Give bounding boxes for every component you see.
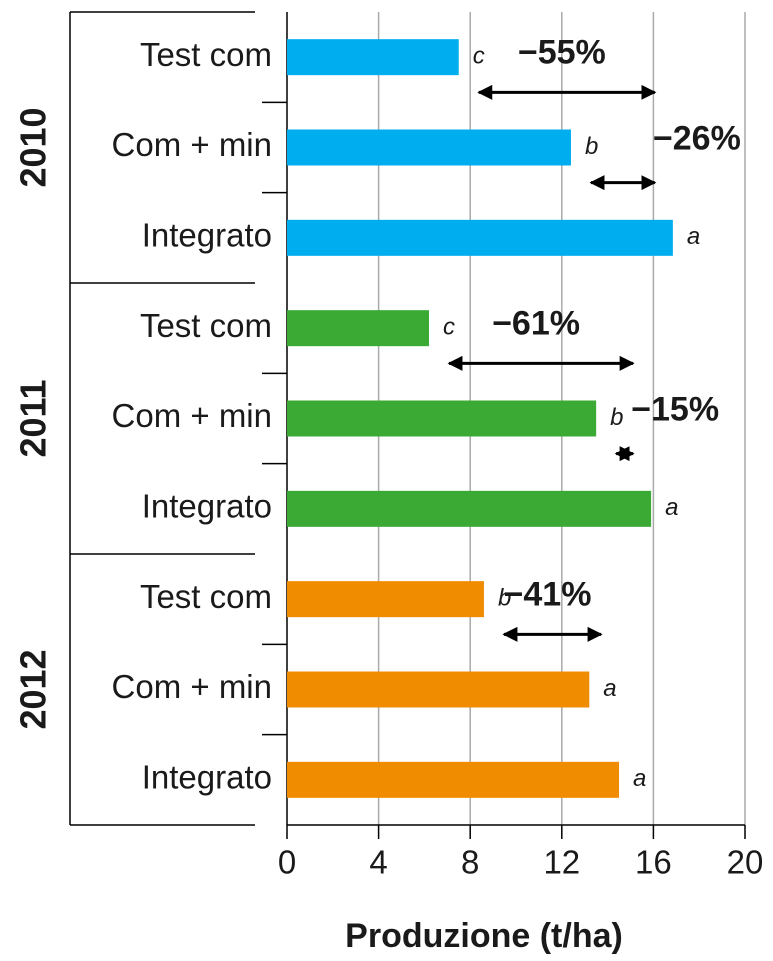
annotation: −55%	[518, 33, 606, 71]
bar	[287, 761, 620, 798]
category-label: Test com	[140, 578, 272, 615]
bar	[287, 490, 652, 527]
group-label: 2012	[13, 649, 54, 729]
x-axis-label: Produzione (t/ha)	[345, 917, 623, 955]
group-label: 2010	[13, 107, 54, 187]
category-label: Integrato	[142, 217, 272, 254]
x-tick-label: 4	[369, 844, 387, 881]
category-label: Integrato	[142, 488, 272, 525]
significance-letter: a	[687, 223, 700, 250]
significance-letter: b	[610, 404, 623, 431]
significance-letter: a	[633, 765, 646, 792]
annotation: −61%	[492, 304, 580, 342]
bar	[287, 129, 571, 166]
category-label: Com + min	[112, 397, 272, 434]
category-label: Test com	[140, 36, 272, 73]
category-label: Com + min	[112, 668, 272, 705]
x-tick-label: 0	[278, 844, 296, 881]
x-tick-label: 12	[543, 844, 580, 881]
category-label: Test com	[140, 307, 272, 344]
significance-letter: c	[473, 43, 485, 70]
group-label: 2011	[13, 379, 54, 457]
significance-letter: b	[585, 133, 598, 160]
category-label: Integrato	[142, 759, 272, 796]
bar	[287, 39, 459, 76]
significance-letter: c	[443, 314, 455, 341]
bar	[287, 219, 673, 256]
bar	[287, 400, 597, 437]
bar	[287, 581, 484, 618]
annotation: −26%	[653, 120, 741, 158]
category-label: Com + min	[112, 126, 272, 163]
x-tick-label: 8	[461, 844, 479, 881]
x-tick-label: 16	[635, 844, 672, 881]
annotation: −15%	[631, 391, 719, 429]
significance-letter: b	[498, 585, 511, 612]
significance-letter: a	[603, 675, 616, 702]
significance-letter: a	[665, 494, 678, 521]
annotation: −41%	[504, 575, 592, 613]
bar	[287, 310, 429, 347]
bar	[287, 671, 590, 708]
x-tick-label: 20	[727, 844, 764, 881]
